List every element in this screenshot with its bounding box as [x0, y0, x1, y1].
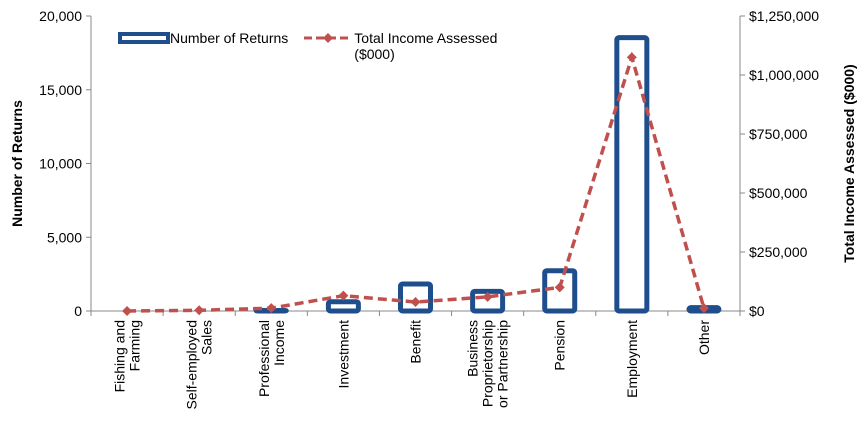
- x-tick-label: Professional: [256, 320, 272, 397]
- x-tick-label: Self-employed: [184, 320, 200, 410]
- y2-tick-label: $1,250,000: [749, 8, 819, 24]
- y2-tick-label: $750,000: [749, 126, 808, 142]
- y-tick-label: 5,000: [47, 229, 82, 245]
- marker: [194, 305, 205, 316]
- marker: [626, 52, 637, 63]
- marker: [482, 291, 493, 302]
- x-tick-label: or Partnership: [495, 320, 511, 408]
- x-tick-label: Employment: [624, 320, 640, 398]
- x-tick-label: Income: [271, 320, 287, 366]
- legend-bar: [118, 32, 170, 44]
- y-tick-label: 15,000: [39, 82, 82, 98]
- marker: [554, 282, 565, 293]
- y2-tick-label: $250,000: [749, 244, 808, 260]
- x-tick-label: Pension: [552, 320, 568, 371]
- y-tick-label: 0: [74, 303, 82, 319]
- x-tick-label: Sales: [199, 320, 215, 355]
- y2-tick-label: $500,000: [749, 185, 808, 201]
- legend-item: Total Income Assessed ($000): [302, 30, 529, 62]
- x-tick-label: Farming: [127, 320, 143, 371]
- x-tick-label: Business: [465, 320, 481, 377]
- marker: [698, 303, 709, 314]
- y2-tick-label: $0: [749, 303, 765, 319]
- bar: [325, 299, 361, 314]
- legend-swatch: [304, 33, 353, 43]
- marker: [410, 297, 421, 308]
- x-tick-label: Benefit: [408, 320, 424, 364]
- x-tick-label: Proprietorship: [480, 320, 496, 407]
- bar: [614, 35, 650, 314]
- legend-label: Total Income Assessed ($000): [354, 30, 498, 62]
- y-axis-title: Number of Returns: [9, 100, 25, 227]
- legend-swatch: [118, 32, 170, 44]
- y2-tick-label: $1,000,000: [749, 67, 819, 83]
- y-tick-label: 20,000: [39, 8, 82, 24]
- marker: [266, 303, 277, 314]
- marker: [122, 306, 133, 316]
- legend-label: Number of Returns: [170, 30, 289, 46]
- marker: [338, 290, 349, 301]
- legend-marker: [323, 33, 334, 43]
- legend: Number of Returns Total Income Assessed …: [118, 30, 529, 62]
- y2-axis-title: Total Income Assessed ($000): [841, 64, 857, 262]
- y-tick-label: 10,000: [39, 156, 82, 172]
- x-tick-label: Fishing and: [112, 320, 128, 392]
- x-tick-label: Other: [696, 320, 712, 355]
- x-tick-label: Investment: [335, 320, 351, 389]
- legend-item: Number of Returns: [118, 30, 288, 62]
- line: [127, 51, 706, 313]
